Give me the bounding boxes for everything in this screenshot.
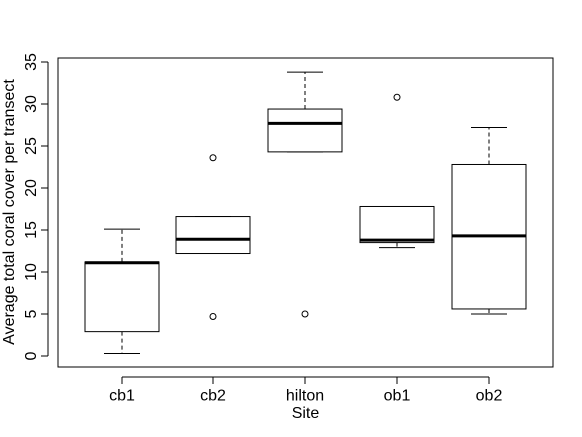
box-iqr xyxy=(84,261,160,333)
y-tick-label: 15 xyxy=(23,221,40,239)
y-tick-label: 5 xyxy=(23,309,40,318)
box-ob1 xyxy=(359,93,435,249)
outlier-point xyxy=(301,310,309,318)
y-tick-label: 0 xyxy=(23,351,40,360)
outlier-point xyxy=(393,93,401,101)
box-cb1 xyxy=(84,228,160,354)
outlier-point xyxy=(209,313,217,321)
box-ob2 xyxy=(451,127,527,315)
plot-frame xyxy=(57,57,554,368)
x-tick-label: cb2 xyxy=(200,387,226,404)
x-tick-label: cb1 xyxy=(109,387,135,404)
x-tick-label: ob1 xyxy=(384,387,411,404)
box-iqr xyxy=(359,205,435,244)
y-axis: 0 5 10 15 20 25 30 35 xyxy=(23,53,49,360)
x-tick-label: ob2 xyxy=(476,387,503,404)
box-hilton xyxy=(267,71,343,318)
x-axis-label: Site xyxy=(292,405,320,422)
y-tick-label: 25 xyxy=(23,137,40,155)
y-tick-label: 20 xyxy=(23,179,40,197)
y-tick-label: 10 xyxy=(23,263,40,281)
boxes xyxy=(84,71,527,354)
box-iqr xyxy=(267,108,343,153)
x-axis: cb1 cb2 hilton ob1 ob2 xyxy=(109,376,503,404)
y-axis-label: Average total coral cover per transect xyxy=(1,79,18,345)
box-cb2 xyxy=(175,154,251,321)
box-iqr xyxy=(175,216,251,255)
outlier-point xyxy=(209,154,217,162)
y-tick-label: 30 xyxy=(23,95,40,113)
y-tick-label: 35 xyxy=(23,53,40,71)
x-tick-label: hilton xyxy=(286,387,324,404)
